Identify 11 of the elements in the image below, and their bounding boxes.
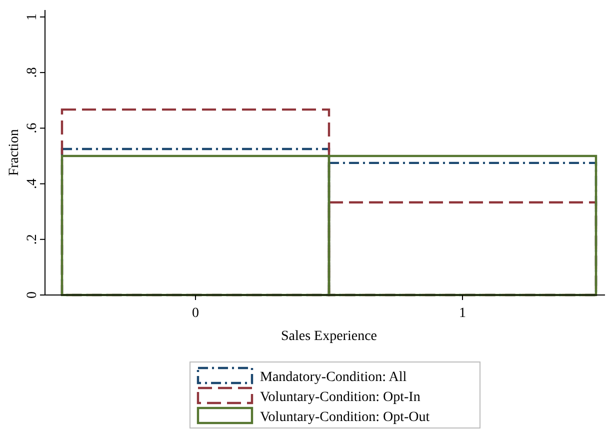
x-axis-title: Sales Experience bbox=[280, 329, 378, 344]
y-tick-label: 0 bbox=[25, 292, 40, 298]
y-tick-label: 1 bbox=[25, 13, 40, 20]
legend-label: Voluntary-Condition: Opt-In bbox=[260, 390, 420, 405]
legend-label: Voluntary-Condition: Opt-Out bbox=[260, 410, 430, 425]
y-tick-label: .8 bbox=[25, 67, 40, 78]
y-axis-title: Fraction bbox=[7, 129, 22, 176]
y-tick-label: .6 bbox=[25, 122, 40, 134]
y-tick-label: .4 bbox=[25, 178, 40, 190]
legend-label: Mandatory-Condition: All bbox=[260, 370, 407, 385]
y-tick-label: .2 bbox=[25, 234, 40, 245]
